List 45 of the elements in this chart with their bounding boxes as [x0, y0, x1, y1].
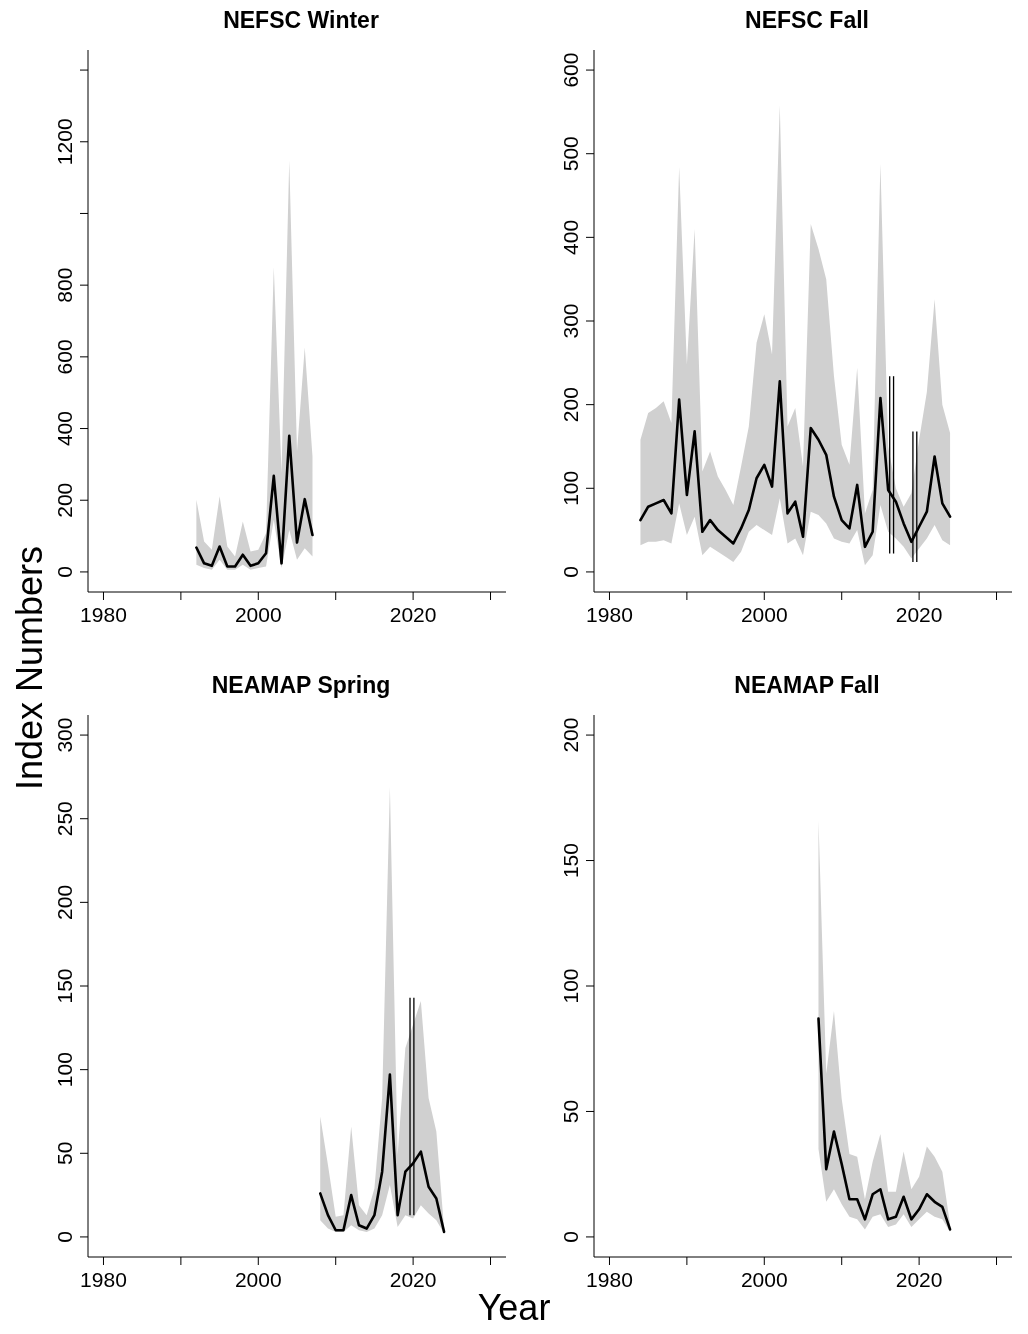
- x-tick-label: 1980: [80, 1268, 127, 1291]
- y-tick-label: 200: [53, 482, 76, 518]
- y-tick-label: 300: [53, 717, 76, 753]
- y-tick-label: 100: [559, 968, 582, 1004]
- y-tick-label: 300: [559, 303, 582, 339]
- chart-title: NEFSC Winter: [222, 7, 380, 35]
- y-tick-label: 50: [559, 1099, 582, 1124]
- y-tick-label: 150: [53, 968, 76, 1004]
- y-tick-label: 600: [559, 52, 582, 88]
- x-tick-label: 2020: [895, 603, 943, 626]
- y-tick-label: 200: [559, 717, 582, 753]
- x-axis-title: Year: [476, 1287, 552, 1328]
- y-tick-label: 50: [53, 1141, 76, 1165]
- x-tick-label: 2000: [234, 603, 282, 626]
- chart-title: NEAMAP Spring: [211, 672, 391, 698]
- x-tick-label: 2000: [740, 1268, 788, 1291]
- line-series: [195, 434, 314, 568]
- x-tick-label: 1980: [586, 603, 633, 626]
- y-tick-label: 100: [559, 470, 582, 506]
- y-tick-label: 250: [53, 801, 76, 837]
- y-tick-label: 0: [53, 1231, 76, 1243]
- x-tick-label: 1980: [586, 1268, 633, 1291]
- y-tick-label: 1200: [53, 118, 76, 166]
- y-tick-label: 800: [53, 267, 76, 303]
- y-tick-label: 500: [559, 136, 582, 172]
- y-tick-label: 0: [53, 566, 76, 578]
- chart-title: NEAMAP Fall: [733, 672, 881, 700]
- x-tick-label: 2020: [895, 1268, 943, 1291]
- x-tick-label: 2000: [234, 1268, 282, 1291]
- y-tick-label: 150: [559, 843, 582, 879]
- y-tick-label: 600: [53, 339, 76, 375]
- y-axis-title: Index Numbers: [9, 545, 51, 791]
- y-tick-label: 100: [53, 1052, 76, 1088]
- x-tick-label: 2020: [389, 1268, 437, 1291]
- chart-title: NEFSC Fall: [744, 7, 870, 35]
- x-tick-label: 2000: [740, 603, 788, 626]
- y-tick-label: 200: [559, 387, 582, 423]
- y-tick-label: 200: [53, 884, 76, 920]
- line-series: [817, 1017, 952, 1231]
- y-tick-label: 0: [559, 1231, 582, 1243]
- y-tick-label: 400: [53, 411, 76, 447]
- y-tick-label: 0: [559, 566, 582, 578]
- x-tick-label: 2020: [389, 603, 437, 626]
- x-tick-label: 1980: [80, 603, 127, 626]
- y-tick-label: 400: [559, 219, 582, 255]
